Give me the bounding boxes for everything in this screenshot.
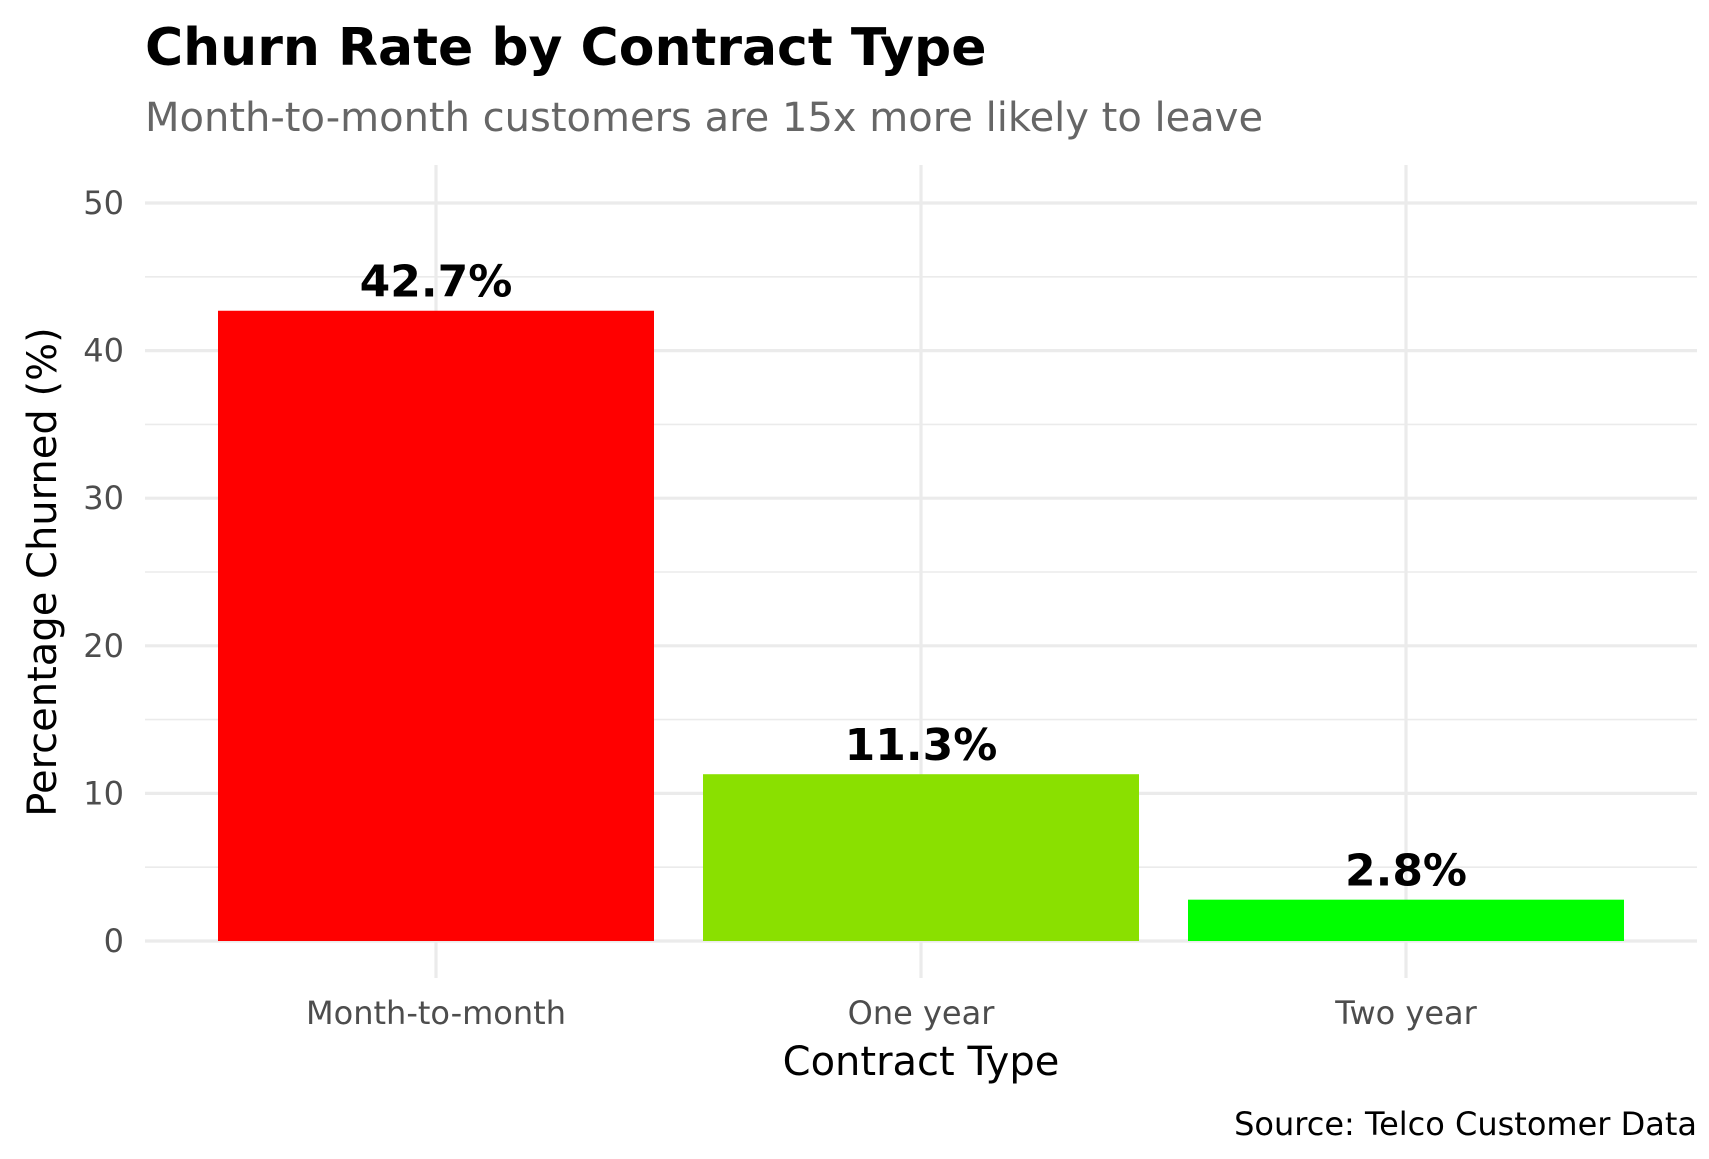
y-tick-label: 20 <box>83 627 124 665</box>
bar-labels: 42.7% 11.3% 2.8% <box>360 257 1467 897</box>
data-label: 42.7% <box>360 257 513 308</box>
x-tick-label: Two year <box>1334 994 1477 1032</box>
y-tick-label: 10 <box>83 774 124 812</box>
x-tick-label: One year <box>848 994 996 1032</box>
y-axis-ticks: 0 10 20 30 40 50 <box>83 184 124 960</box>
chart-title: Churn Rate by Contract Type <box>145 18 987 78</box>
x-axis-title: Contract Type <box>783 1039 1060 1085</box>
y-axis-title: Percentage Churned (%) <box>20 327 66 816</box>
y-tick-label: 30 <box>83 479 124 517</box>
data-label: 11.3% <box>845 720 998 771</box>
y-tick-label: 0 <box>104 922 124 960</box>
x-tick-label: Month-to-month <box>306 994 566 1032</box>
y-tick-label: 50 <box>83 184 124 222</box>
x-axis-ticks: Month-to-month One year Two year <box>306 994 1478 1032</box>
bar-one-year <box>703 774 1139 941</box>
data-label: 2.8% <box>1345 846 1467 897</box>
y-tick-label: 40 <box>83 332 124 370</box>
chart-subtitle: Month-to-month customers are 15x more li… <box>145 95 1263 141</box>
bar-two-year <box>1188 899 1624 941</box>
bars <box>218 310 1624 941</box>
bar-month-to-month <box>218 310 654 941</box>
chart-caption: Source: Telco Customer Data <box>1234 1105 1697 1143</box>
